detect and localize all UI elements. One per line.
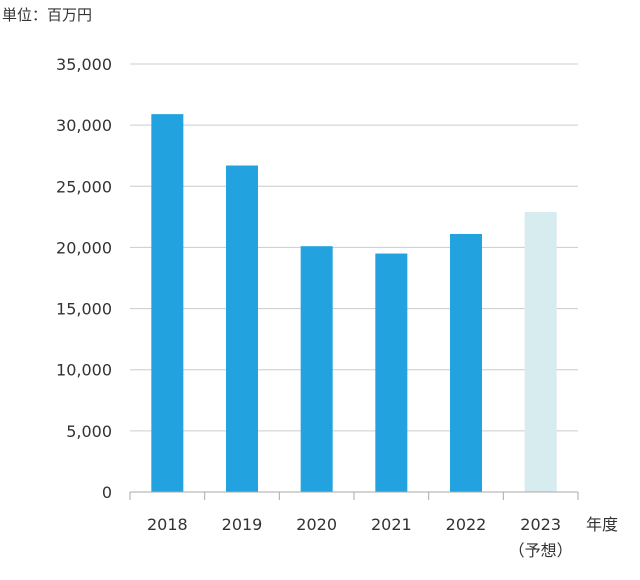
- x-axis-tick-marks: [129, 492, 579, 500]
- x-tick-label: 2019: [222, 515, 263, 534]
- x-axis-unit: 年度: [586, 515, 618, 534]
- x-tick-label: 2021: [371, 515, 412, 534]
- x-tick-label: 2022: [446, 515, 487, 534]
- bar-2022: [450, 233, 482, 492]
- x-tick-label: 2020: [296, 515, 337, 534]
- y-tick-label: 0: [102, 483, 112, 502]
- bars: [151, 114, 557, 493]
- x-tick-label: 2023: [520, 515, 561, 534]
- y-tick-label: 5,000: [66, 422, 112, 441]
- y-tick-label: 10,000: [56, 361, 112, 380]
- y-tick-label: 35,000: [56, 55, 112, 74]
- y-tick-label: 15,000: [56, 300, 112, 319]
- y-tick-label: 30,000: [56, 116, 112, 135]
- y-tick-label: 25,000: [56, 177, 112, 196]
- y-tick-label: 20,000: [56, 238, 112, 257]
- y-axis-ticks: 0 5,000 10,000 15,000 20,000 25,000 30,000 35,0…: [56, 55, 112, 502]
- unit-label: 単位：百万円: [2, 6, 93, 24]
- bar-2018: [151, 114, 184, 492]
- x-tick-sublabel: （予想）: [509, 541, 573, 560]
- bar-2020: [300, 246, 333, 492]
- bar-2023: [524, 211, 557, 493]
- gridlines: [130, 63, 578, 432]
- bar-2021: [375, 253, 408, 492]
- bar-2019: [226, 165, 258, 493]
- x-tick-label: 2018: [147, 515, 188, 534]
- x-axis-ticks: 2018 2019 2020 2021 2022 2023 （予想）: [147, 515, 573, 560]
